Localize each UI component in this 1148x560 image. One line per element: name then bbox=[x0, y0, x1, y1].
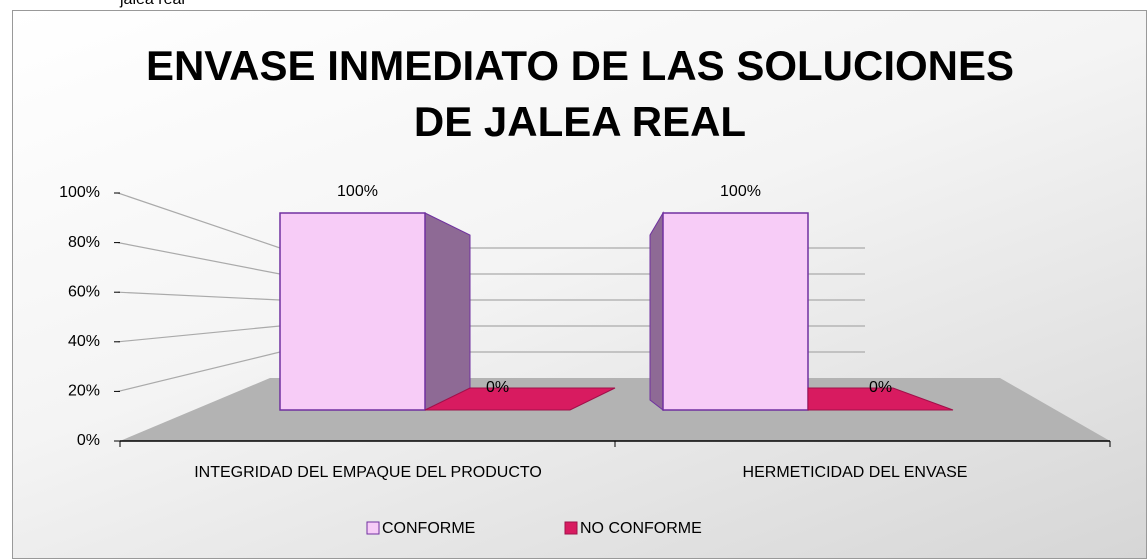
chart-title: ENVASE INMEDIATO DE LAS SOLUCIONES DE JA… bbox=[145, 42, 1015, 145]
bar bbox=[279, 212, 426, 411]
x-tick-label: INTEGRIDAD DEL EMPAQUE DEL PRODUCTO bbox=[194, 464, 542, 481]
x-tick-label: HERMETICIDAD DEL ENVASE bbox=[743, 464, 968, 481]
y-tick-label: 40% bbox=[68, 333, 100, 350]
value-label: 100% bbox=[720, 183, 761, 200]
legend-swatch bbox=[564, 521, 578, 535]
y-tick-label: 0% bbox=[77, 432, 100, 449]
chart-area bbox=[12, 10, 1147, 559]
value-label: 0% bbox=[869, 379, 892, 396]
value-label: 100% bbox=[337, 183, 378, 200]
bar-side bbox=[649, 211, 664, 412]
floor bbox=[120, 378, 1110, 441]
caption: jalea real bbox=[120, 0, 185, 9]
y-tick-label: 60% bbox=[68, 283, 100, 300]
legend-label: CONFORME bbox=[382, 520, 475, 537]
bar bbox=[424, 387, 616, 411]
bar-side bbox=[424, 212, 471, 411]
y-tick-label: 20% bbox=[68, 383, 100, 400]
bar bbox=[807, 387, 954, 411]
legend-label: NO CONFORME bbox=[580, 520, 702, 537]
bar bbox=[662, 212, 809, 411]
legend-swatch bbox=[366, 521, 380, 535]
y-tick-label: 100% bbox=[59, 184, 100, 201]
y-tick-label: 80% bbox=[68, 234, 100, 251]
value-label: 0% bbox=[486, 379, 509, 396]
